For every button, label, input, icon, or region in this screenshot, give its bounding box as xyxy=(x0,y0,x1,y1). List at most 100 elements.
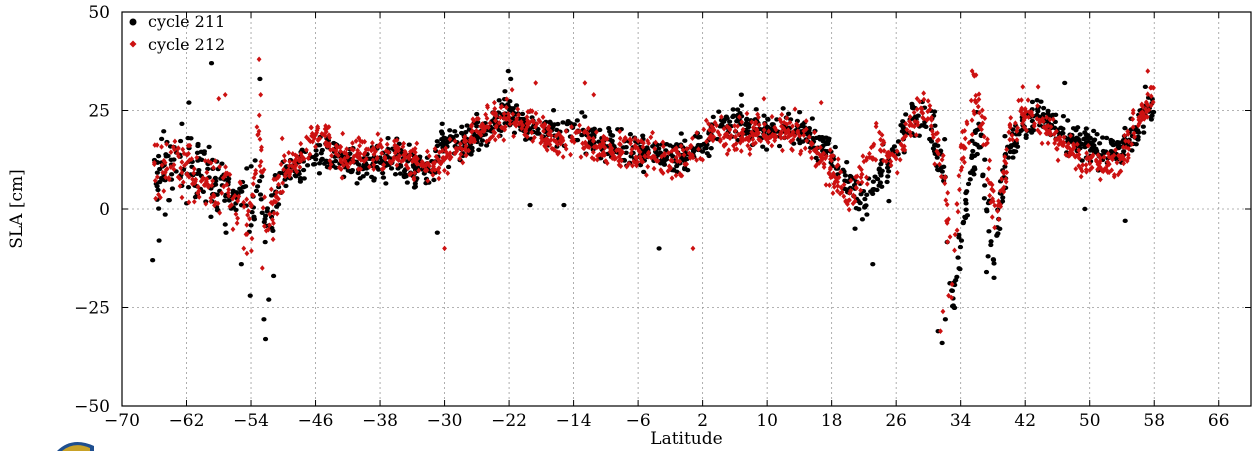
point-cycle-212 xyxy=(739,148,744,154)
point-cycle-211 xyxy=(266,297,271,301)
point-cycle-211 xyxy=(607,129,612,133)
point-cycle-211 xyxy=(711,115,716,119)
point-cycle-212 xyxy=(282,153,287,159)
point-cycle-211 xyxy=(982,183,987,187)
point-cycle-211 xyxy=(358,176,363,180)
point-cycle-212 xyxy=(941,309,946,315)
point-cycle-211 xyxy=(844,160,849,164)
point-cycle-211 xyxy=(1024,136,1029,140)
point-cycle-212 xyxy=(945,190,950,196)
legend-label-cycle-212: cycle 212 xyxy=(148,35,225,54)
point-cycle-211 xyxy=(903,112,908,116)
point-cycle-211 xyxy=(781,106,786,110)
point-cycle-211 xyxy=(202,149,207,153)
x-tick-label: 50 xyxy=(1079,411,1101,431)
point-cycle-211 xyxy=(209,61,214,65)
point-cycle-211 xyxy=(447,128,452,132)
point-cycle-212 xyxy=(970,117,975,123)
point-cycle-211 xyxy=(1135,137,1140,141)
point-cycle-211 xyxy=(186,100,191,104)
point-cycle-211 xyxy=(991,276,996,280)
point-cycle-212 xyxy=(568,152,573,158)
point-cycle-211 xyxy=(213,182,218,186)
point-cycle-212 xyxy=(258,136,263,142)
x-tick-label: −54 xyxy=(233,411,269,431)
point-cycle-212 xyxy=(780,148,785,154)
point-cycle-212 xyxy=(874,121,879,127)
point-cycle-212 xyxy=(442,246,447,252)
y-tick-label: −50 xyxy=(74,397,110,417)
point-cycle-212 xyxy=(192,199,197,205)
point-cycle-211 xyxy=(1011,149,1016,153)
point-cycle-212 xyxy=(963,136,968,142)
point-cycle-211 xyxy=(1075,125,1080,129)
point-cycle-211 xyxy=(169,172,174,176)
point-cycle-211 xyxy=(932,109,937,113)
point-cycle-211 xyxy=(973,129,978,133)
point-cycle-211 xyxy=(1030,100,1035,104)
point-cycle-212 xyxy=(895,170,900,176)
point-cycle-211 xyxy=(201,190,206,194)
point-cycle-211 xyxy=(737,111,742,115)
y-tick-labels: −50−2502550 xyxy=(74,3,110,417)
legend-label-cycle-211: cycle 211 xyxy=(148,12,225,31)
point-cycle-211 xyxy=(465,123,470,127)
point-cycle-211 xyxy=(186,185,191,189)
point-cycle-211 xyxy=(950,289,955,293)
point-cycle-211 xyxy=(512,131,517,135)
point-cycle-211 xyxy=(761,114,766,118)
point-cycle-212 xyxy=(577,122,582,128)
point-cycle-211 xyxy=(1006,155,1011,159)
point-cycle-212 xyxy=(831,190,836,196)
point-cycle-211 xyxy=(412,185,417,189)
x-tick-label: 58 xyxy=(1143,411,1165,431)
point-cycle-212 xyxy=(370,140,375,146)
point-cycle-211 xyxy=(984,270,989,274)
point-cycle-211 xyxy=(161,129,166,133)
data-points xyxy=(150,56,1156,345)
point-cycle-211 xyxy=(579,110,584,114)
point-cycle-211 xyxy=(943,317,948,321)
point-cycle-211 xyxy=(257,77,262,81)
point-cycle-211 xyxy=(463,130,468,134)
point-cycle-211 xyxy=(1143,85,1148,89)
point-cycle-212 xyxy=(986,166,991,172)
point-cycle-212 xyxy=(1026,97,1031,103)
point-cycle-211 xyxy=(963,201,968,205)
point-cycle-212 xyxy=(280,136,285,142)
plot-frame xyxy=(122,12,1251,406)
point-cycle-211 xyxy=(476,148,481,152)
point-cycle-211 xyxy=(986,254,991,258)
point-cycle-212 xyxy=(492,100,497,106)
point-cycle-211 xyxy=(765,125,770,129)
point-cycle-211 xyxy=(961,221,966,225)
point-cycle-211 xyxy=(223,222,228,226)
point-cycle-211 xyxy=(248,223,253,227)
point-cycle-211 xyxy=(982,158,987,162)
point-cycle-212 xyxy=(241,246,246,252)
point-cycle-211 xyxy=(317,161,322,165)
point-cycle-211 xyxy=(439,129,444,133)
point-cycle-211 xyxy=(156,206,161,210)
point-cycle-212 xyxy=(260,265,265,271)
point-cycle-212 xyxy=(298,141,303,147)
point-cycle-212 xyxy=(1036,84,1041,90)
point-cycle-211 xyxy=(575,118,580,122)
point-cycle-211 xyxy=(178,139,183,143)
point-cycle-212 xyxy=(533,80,538,86)
legend-marker-cycle-211 xyxy=(130,19,137,26)
point-cycle-212 xyxy=(1008,115,1013,121)
point-cycle-212 xyxy=(948,234,953,240)
point-cycle-211 xyxy=(497,98,502,102)
point-cycle-211 xyxy=(356,162,361,166)
point-cycle-211 xyxy=(262,217,267,221)
point-cycle-211 xyxy=(459,125,464,129)
point-cycle-212 xyxy=(375,131,380,137)
x-tick-label: 66 xyxy=(1208,411,1230,431)
point-cycle-212 xyxy=(803,146,808,152)
point-cycle-211 xyxy=(739,93,744,97)
point-cycle-212 xyxy=(1126,152,1131,158)
point-cycle-211 xyxy=(959,238,964,242)
point-cycle-211 xyxy=(405,180,410,184)
x-axis-label: Latitude xyxy=(650,429,722,449)
